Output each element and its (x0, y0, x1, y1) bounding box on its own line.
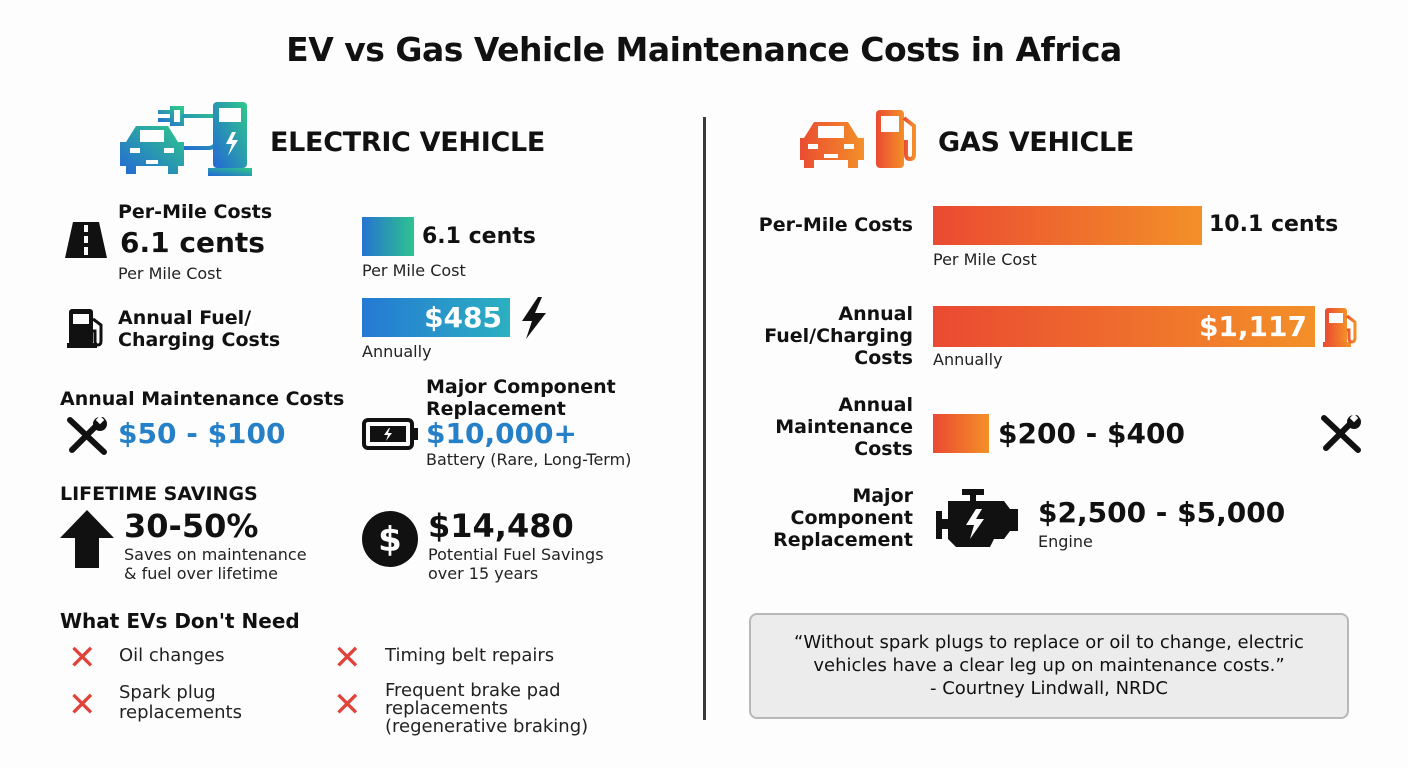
dollar-coin-icon: $ (362, 511, 418, 571)
gas-major-value: $2,500 - $5,000 (1038, 496, 1286, 529)
gas-major-sub: Engine (1038, 532, 1093, 551)
gas-car-pump-icon (798, 108, 925, 172)
quote-line-2: vehicles have a clear leg up on maintena… (813, 655, 1285, 676)
battery-icon (362, 418, 420, 454)
x-mark-icon: ✕ (333, 685, 362, 725)
wrench-screwdriver-icon (66, 415, 108, 460)
gas-major-label-3: Replacement (773, 529, 913, 551)
ev-car-charger-icon (118, 100, 253, 178)
ev-heading: ELECTRIC VEHICLE (270, 127, 546, 158)
fuel-pump-icon (67, 307, 107, 353)
quote-line-1: “Without spark plugs to replace or oil t… (794, 632, 1304, 653)
gas-maintenance-bar (933, 414, 989, 453)
lifetime-savings-heading: LIFETIME SAVINGS (60, 483, 258, 505)
lifetime-pct-sub-1: Saves on maintenance (124, 545, 307, 564)
section-divider (703, 117, 706, 720)
gas-heading: GAS VEHICLE (938, 127, 1135, 158)
ev-major-sub: Battery (Rare, Long-Term) (426, 450, 632, 469)
dont-need-item: Timing belt repairs (385, 645, 555, 666)
gas-pump-icon (1323, 306, 1363, 352)
gas-per-mile-sub: Per Mile Cost (933, 250, 1037, 269)
ev-annual-fuel-value: $485 (424, 301, 502, 334)
x-mark-icon: ✕ (68, 685, 97, 725)
lifetime-fuel-sub-2: over 15 years (428, 564, 539, 583)
quote-box: “Without spark plugs to replace or oil t… (749, 613, 1349, 719)
quote-attribution: - Courtney Lindwall, NRDC (930, 678, 1168, 699)
gas-annual-fuel-sub: Annually (933, 350, 1003, 369)
gas-annual-fuel-bar: $1,117 (933, 306, 1315, 347)
gas-major-label-2: Component (790, 507, 913, 529)
dont-need-item: replacements (385, 698, 508, 719)
gas-annual-fuel-label-2: Fuel/Charging (764, 325, 913, 347)
gas-per-mile-label: Per-Mile Costs (758, 214, 913, 236)
lifetime-pct-value: 30-50% (124, 507, 259, 545)
gas-maintenance-label-1: Annual (838, 394, 913, 416)
ev-major-label-2: Replacement (426, 398, 566, 420)
gas-per-mile-bar (933, 206, 1202, 245)
dont-need-item: replacements (119, 702, 242, 723)
ev-per-mile-bar (362, 217, 414, 256)
ev-maintenance-value: $50 - $100 (118, 417, 286, 450)
gas-maintenance-label-2: Maintenance (775, 416, 913, 438)
road-icon (65, 222, 107, 262)
dont-need-item: Oil changes (119, 645, 225, 666)
gas-maintenance-label-3: Costs (854, 438, 913, 460)
gas-major-label-1: Major (852, 485, 913, 507)
svg-text:$: $ (378, 520, 402, 560)
gas-annual-fuel-label-3: Costs (854, 347, 913, 369)
ev-annual-fuel-bar: $485 (362, 298, 510, 337)
gas-maintenance-value: $200 - $400 (998, 417, 1185, 450)
lifetime-fuel-value: $14,480 (428, 507, 574, 545)
lifetime-pct-sub-2: & fuel over lifetime (124, 564, 278, 583)
gas-per-mile-value: 10.1 cents (1209, 212, 1339, 237)
ev-per-mile-bar-sub: Per Mile Cost (362, 261, 466, 280)
ev-maintenance-label: Annual Maintenance Costs (60, 388, 345, 410)
wrench-screwdriver-icon (1320, 413, 1362, 458)
gas-annual-fuel-value: $1,117 (1198, 310, 1307, 343)
dont-need-item: Frequent brake pad (385, 680, 561, 701)
engine-icon (932, 489, 1026, 555)
ev-per-mile-sub: Per Mile Cost (118, 264, 222, 283)
ev-annual-fuel-label-2: Charging Costs (118, 329, 281, 351)
page-title: EV vs Gas Vehicle Maintenance Costs in A… (286, 30, 1122, 69)
dont-need-heading: What EVs Don't Need (60, 609, 300, 633)
ev-major-value: $10,000+ (426, 417, 577, 450)
lightning-icon (518, 297, 548, 348)
dont-need-item: Spark plug (119, 682, 216, 703)
ev-annual-fuel-sub: Annually (362, 342, 432, 361)
ev-major-label-1: Major Component (426, 376, 616, 398)
x-mark-icon: ✕ (68, 638, 97, 678)
ev-per-mile-label: Per-Mile Costs (118, 201, 273, 223)
gas-annual-fuel-label-1: Annual (838, 303, 913, 325)
ev-annual-fuel-label-1: Annual Fuel/ (118, 307, 252, 329)
dont-need-item: (regenerative braking) (385, 716, 589, 737)
ev-per-mile-bar-value: 6.1 cents (422, 224, 536, 249)
lifetime-fuel-sub-1: Potential Fuel Savings (428, 545, 604, 564)
ev-per-mile-value: 6.1 cents (120, 226, 265, 259)
arrow-up-icon (60, 510, 114, 572)
x-mark-icon: ✕ (333, 638, 362, 678)
